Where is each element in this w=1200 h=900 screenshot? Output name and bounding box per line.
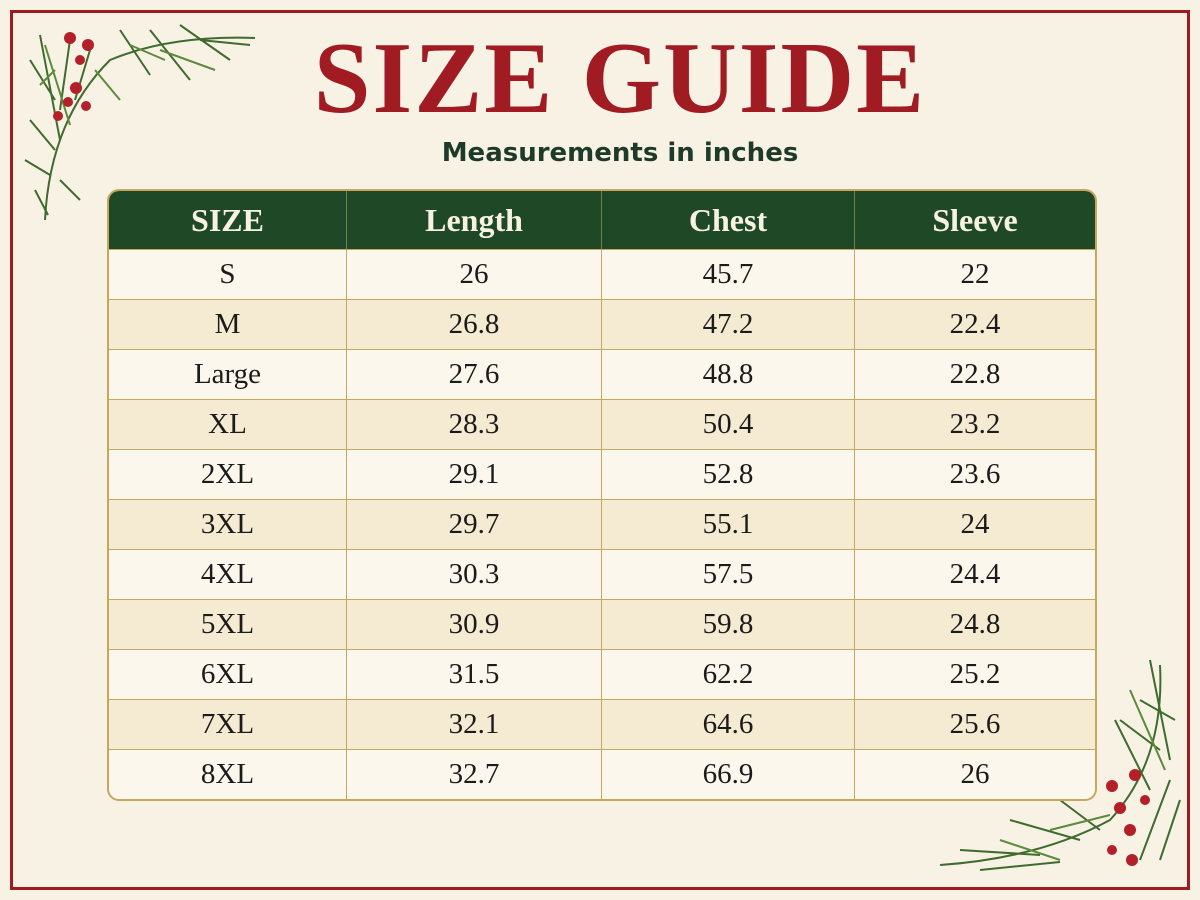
table-cell: XL xyxy=(208,408,247,440)
table-row: 2XL 29.1 52.8 23.6 xyxy=(109,449,1095,499)
table-cell: 26.8 xyxy=(346,300,601,349)
table-cell: 24.8 xyxy=(854,600,1095,649)
column-header: Chest xyxy=(601,191,854,249)
table-cell: 47.2 xyxy=(601,300,854,349)
pine-bottom-right xyxy=(939,659,1181,871)
column-header: Sleeve xyxy=(854,191,1095,249)
table-cell: 26 xyxy=(346,250,601,299)
table-cell: 64.6 xyxy=(601,700,854,749)
table-row: 4XL 30.3 57.5 24.4 xyxy=(109,549,1095,599)
table-row: 5XL 30.9 59.8 24.8 xyxy=(109,599,1095,649)
size-table: SIZE Length Chest Sleeve S 26 45.7 22 M 26.8 47.2 2… xyxy=(107,189,1097,801)
table-cell: 57.5 xyxy=(601,550,854,599)
table-row: M 26.8 47.2 22.4 xyxy=(109,299,1095,349)
table-cell: 45.7 xyxy=(601,250,854,299)
table-cell: 27.6 xyxy=(346,350,601,399)
subtitle: Measurements in inches xyxy=(441,138,799,168)
table-cell: Large xyxy=(193,358,262,390)
table-cell: 30.3 xyxy=(346,550,601,599)
table-cell: 50.4 xyxy=(601,400,854,449)
table-cell: 32.1 xyxy=(346,700,601,749)
table-cell: 25.2 xyxy=(854,650,1095,699)
table-cell: 31.5 xyxy=(346,650,601,699)
table-cell: 22 xyxy=(854,250,1095,299)
table-row: 7XL 32.1 64.6 25.6 xyxy=(109,699,1095,749)
table-cell: 24.4 xyxy=(854,550,1095,599)
table-cell: S xyxy=(219,258,236,290)
table-cell: 29.7 xyxy=(346,500,601,549)
table-cell: 66.9 xyxy=(601,750,854,799)
column-header: SIZE xyxy=(191,201,264,238)
table-row: 6XL 31.5 62.2 25.2 xyxy=(109,649,1095,699)
table-cell: 29.1 xyxy=(346,450,601,499)
table-cell: 2XL xyxy=(200,458,255,490)
table-cell: 22.8 xyxy=(854,350,1095,399)
table-cell: M xyxy=(214,308,241,340)
header-row: SIZE Length Chest Sleeve xyxy=(109,191,1095,249)
table-cell: 48.8 xyxy=(601,350,854,399)
table-cell: 28.3 xyxy=(346,400,601,449)
table-row: S 26 45.7 22 xyxy=(109,249,1095,299)
table-cell: 55.1 xyxy=(601,500,854,549)
table-cell: 24 xyxy=(854,500,1095,549)
table-cell: 62.2 xyxy=(601,650,854,699)
table-cell: 59.8 xyxy=(601,600,854,649)
table-cell: 32.7 xyxy=(346,750,601,799)
table-cell: 3XL xyxy=(200,508,255,540)
table-cell: 23.2 xyxy=(854,400,1095,449)
table-cell: 30.9 xyxy=(346,600,601,649)
table-cell: 22.4 xyxy=(854,300,1095,349)
table-cell: 5XL xyxy=(200,608,255,640)
table-cell: 4XL xyxy=(200,558,255,590)
table-cell: 52.8 xyxy=(601,450,854,499)
table-row: 3XL 29.7 55.1 24 xyxy=(109,499,1095,549)
table-cell: 23.6 xyxy=(854,450,1095,499)
table-cell: 25.6 xyxy=(854,700,1095,749)
table-row: 8XL 32.7 66.9 26 xyxy=(109,749,1095,799)
border-frame xyxy=(10,10,1190,890)
berries-top-left xyxy=(53,32,94,121)
table-row: Large 27.6 48.8 22.8 xyxy=(109,349,1095,399)
title: SIZE GUIDE xyxy=(313,22,927,135)
table-cell: 8XL xyxy=(200,758,255,790)
berries-bottom-right xyxy=(1106,769,1150,866)
table-cell: 6XL xyxy=(200,658,255,690)
column-header: Length xyxy=(346,191,601,249)
table-row: XL 28.3 50.4 23.2 xyxy=(109,399,1095,449)
pine-top-left xyxy=(24,24,256,221)
table-cell: 7XL xyxy=(200,708,255,740)
table-cell: 26 xyxy=(854,750,1095,799)
